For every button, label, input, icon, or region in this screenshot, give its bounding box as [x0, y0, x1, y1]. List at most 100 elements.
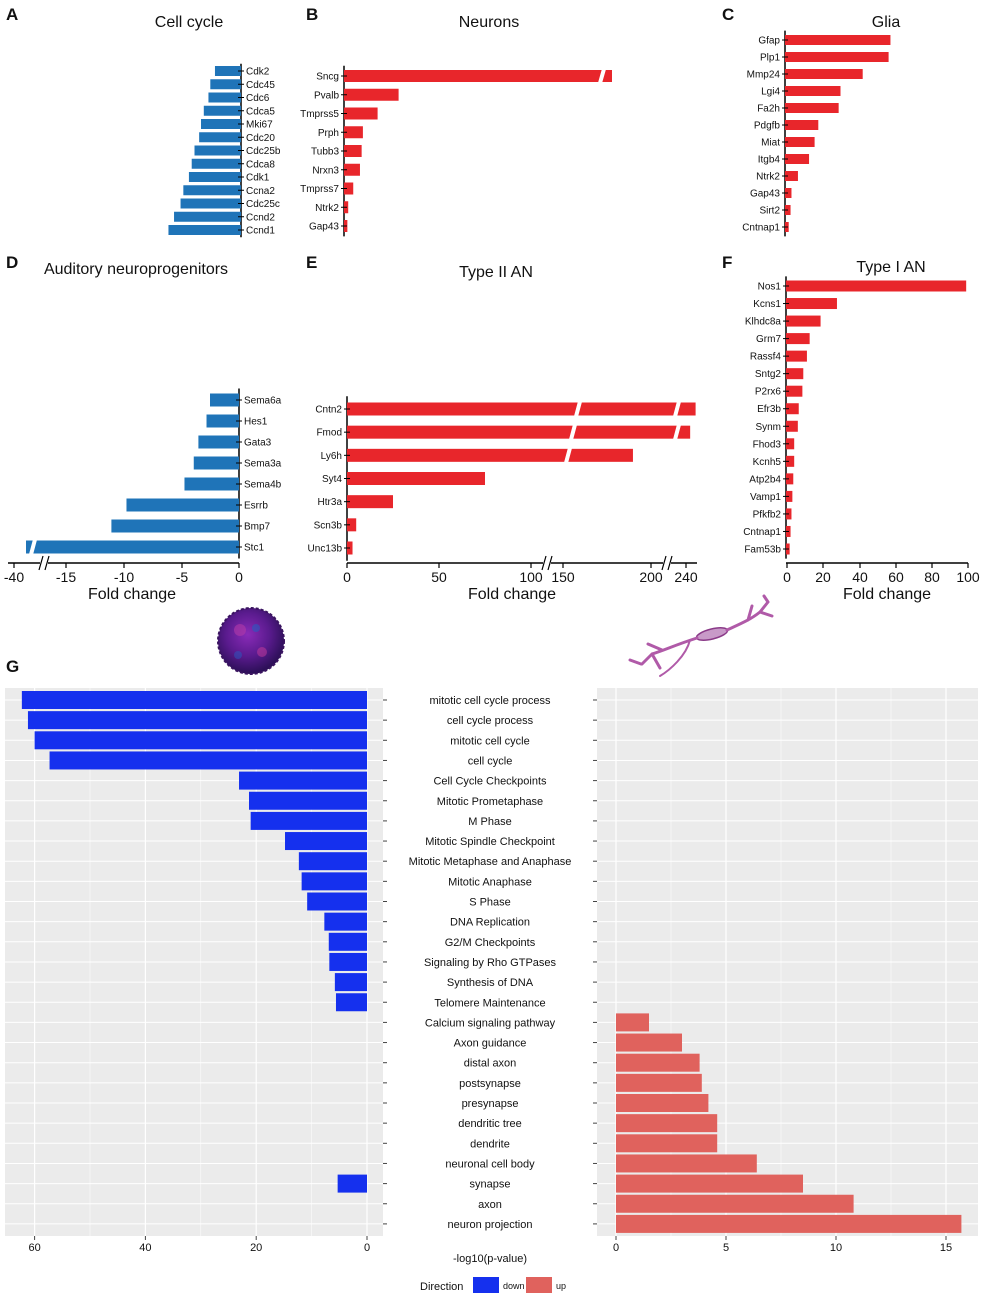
category-label-gap43: Gap43	[750, 189, 780, 200]
x-axis-title: Fold change	[88, 586, 176, 603]
category-label-gfap: Gfap	[758, 36, 780, 47]
bar-efr3b	[786, 403, 799, 415]
go-bar-up-axon	[616, 1194, 854, 1213]
bar-sema4b	[184, 477, 239, 491]
axis-break-mark	[547, 555, 553, 571]
bar-plp1	[785, 52, 889, 62]
bar-fhod3	[786, 438, 795, 450]
go-term-label-synapse: synapse	[470, 1179, 511, 1191]
category-label-cntn2: Cntn2	[315, 405, 342, 416]
category-label-cdc6: Cdc6	[246, 93, 270, 104]
go-term-label-cell-cycle-process: cell cycle process	[447, 715, 534, 727]
panel-title-f: Type I AN	[856, 259, 925, 276]
go-legend-label-down: down	[503, 1281, 525, 1291]
category-label-cdc25c: Cdc25c	[246, 199, 280, 210]
category-label-sntg2: Sntg2	[755, 369, 782, 380]
category-label-sncg: Sncg	[316, 72, 339, 83]
chart-neurons: Sncg Pvalb Tmprss5 Prph Tubb3 Nrxn3 Tmprss7 Ntr…	[300, 65, 612, 237]
go-left-x-tick-label: 40	[139, 1242, 151, 1254]
bar-ly6h	[347, 448, 633, 462]
go-right-x-tick-label: 10	[830, 1242, 842, 1254]
category-label-tmprss7: Tmprss7	[300, 184, 339, 195]
bar-fa2h	[785, 103, 839, 113]
x-tick-label: 150	[551, 569, 575, 585]
bar-cdca5	[203, 105, 241, 116]
go-bar-down-cell-cycle	[49, 751, 368, 770]
bar-tmprss5	[344, 107, 378, 120]
go-term-label-g2-m-checkpoints: G2/M Checkpoints	[445, 937, 536, 949]
bar-break-mark	[598, 68, 606, 84]
category-label-gata3: Gata3	[244, 438, 272, 449]
x-tick-label: 200	[639, 569, 663, 585]
go-right-x-tick-label: 5	[723, 1242, 729, 1254]
category-label-stc1: Stc1	[244, 543, 264, 554]
go-bar-down-cell-cycle-checkpoints	[239, 771, 367, 790]
bar-ccnd1	[168, 225, 241, 235]
go-term-label-mitotic-spindle-checkpoint: Mitotic Spindle Checkpoint	[425, 836, 555, 848]
bar-esrrb	[126, 498, 239, 512]
chart-auditory-neuroprogenitors: Sema6a Hes1 Gata3 Sema3a Sema4b Esrrb Bmp7 Stc1…	[4, 388, 282, 603]
bar-fmod	[347, 425, 691, 439]
go-bar-up-dendritic-tree	[616, 1114, 718, 1133]
panel-label-a: A	[6, 5, 18, 24]
x-tick-label: 50	[431, 569, 447, 585]
go-legend-label-up: up	[556, 1281, 566, 1291]
go-bar-up-postsynapse	[616, 1073, 702, 1092]
bar-sntg2	[786, 368, 804, 380]
chart-go-enrichment: mitotic cell cycle process cell cycle pro…	[5, 688, 978, 1293]
go-bar-up-dendrite	[616, 1134, 718, 1153]
x-tick-label: -40	[4, 569, 24, 585]
go-term-label-calcium-signaling-pathway: Calcium signaling pathway	[425, 1017, 556, 1029]
go-bar-up-synapse	[616, 1174, 803, 1193]
go-legend-swatch-up	[526, 1277, 552, 1293]
go-term-label-synthesis-of-dna: Synthesis of DNA	[447, 977, 534, 989]
x-tick-label: -5	[176, 569, 189, 585]
category-label-scn3b: Scn3b	[314, 520, 343, 531]
category-label-synm: Synm	[755, 422, 781, 433]
x-tick-label: 40	[852, 569, 868, 585]
bar-break-mark	[673, 424, 681, 441]
bar-stc1	[26, 540, 239, 554]
bar-mmp24	[785, 69, 863, 79]
category-label-kcns1: Kcns1	[753, 299, 781, 310]
go-term-label-signaling-by-rho-gtpases: Signaling by Rho GTPases	[424, 957, 557, 969]
chart-cell-cycle: Cdk2 Cdc45 Cdc6 Cdca5 Mki67 Cdc20 Cdc25b Cdca8 C…	[168, 63, 281, 238]
bar-gfap	[785, 35, 891, 45]
category-label-miat: Miat	[761, 138, 780, 149]
bar-nos1	[786, 280, 967, 292]
category-label-prph: Prph	[318, 128, 339, 139]
x-tick-label: 100	[956, 569, 980, 585]
bar-miat	[785, 137, 815, 147]
go-term-label-cell-cycle: cell cycle	[468, 755, 513, 767]
go-bar-up-axon-guidance	[616, 1033, 682, 1052]
x-tick-label: 20	[815, 569, 831, 585]
category-label-hes1: Hes1	[244, 417, 268, 428]
category-label-ly6h: Ly6h	[321, 451, 342, 462]
category-label-ccnd2: Ccnd2	[246, 212, 275, 223]
axis-break-gap	[40, 555, 48, 571]
go-bar-down-m-phase	[250, 811, 367, 830]
category-label-gap43: Gap43	[309, 222, 339, 233]
go-bar-down-mitotic-metaphase-and-anaphase	[298, 852, 367, 871]
category-label-esrrb: Esrrb	[244, 501, 268, 512]
go-right-x-tick-label: 0	[613, 1242, 619, 1254]
category-label-bmp7: Bmp7	[244, 522, 271, 533]
category-label-cdc20: Cdc20	[246, 133, 275, 144]
go-term-label-mitotic-anaphase: Mitotic Anaphase	[448, 876, 532, 888]
category-label-fa2h: Fa2h	[757, 104, 780, 115]
go-bar-down-mitotic-anaphase	[301, 872, 367, 891]
panel-title-d: Auditory neuroprogenitors	[44, 261, 228, 278]
category-label-p2rx6: P2rx6	[755, 387, 782, 398]
axis-break-mark	[44, 555, 50, 571]
category-label-vamp1: Vamp1	[750, 492, 781, 503]
bar-break-mark	[574, 400, 582, 418]
x-tick-label: 240	[674, 569, 698, 585]
category-label-sema4b: Sema4b	[244, 480, 282, 491]
go-bar-down-dna-replication	[324, 912, 367, 931]
chart-type-ii-an: Cntn2 Fmod Ly6h Syt4 Htr3a Scn3b Unc13b 0 50 100 1…	[308, 396, 698, 603]
bar-synm	[786, 420, 798, 432]
panel-title-b: Neurons	[459, 14, 519, 31]
go-term-label-dendritic-tree: dendritic tree	[458, 1118, 522, 1130]
bar-gata3	[198, 435, 239, 449]
category-label-ccna2: Ccna2	[246, 186, 275, 197]
